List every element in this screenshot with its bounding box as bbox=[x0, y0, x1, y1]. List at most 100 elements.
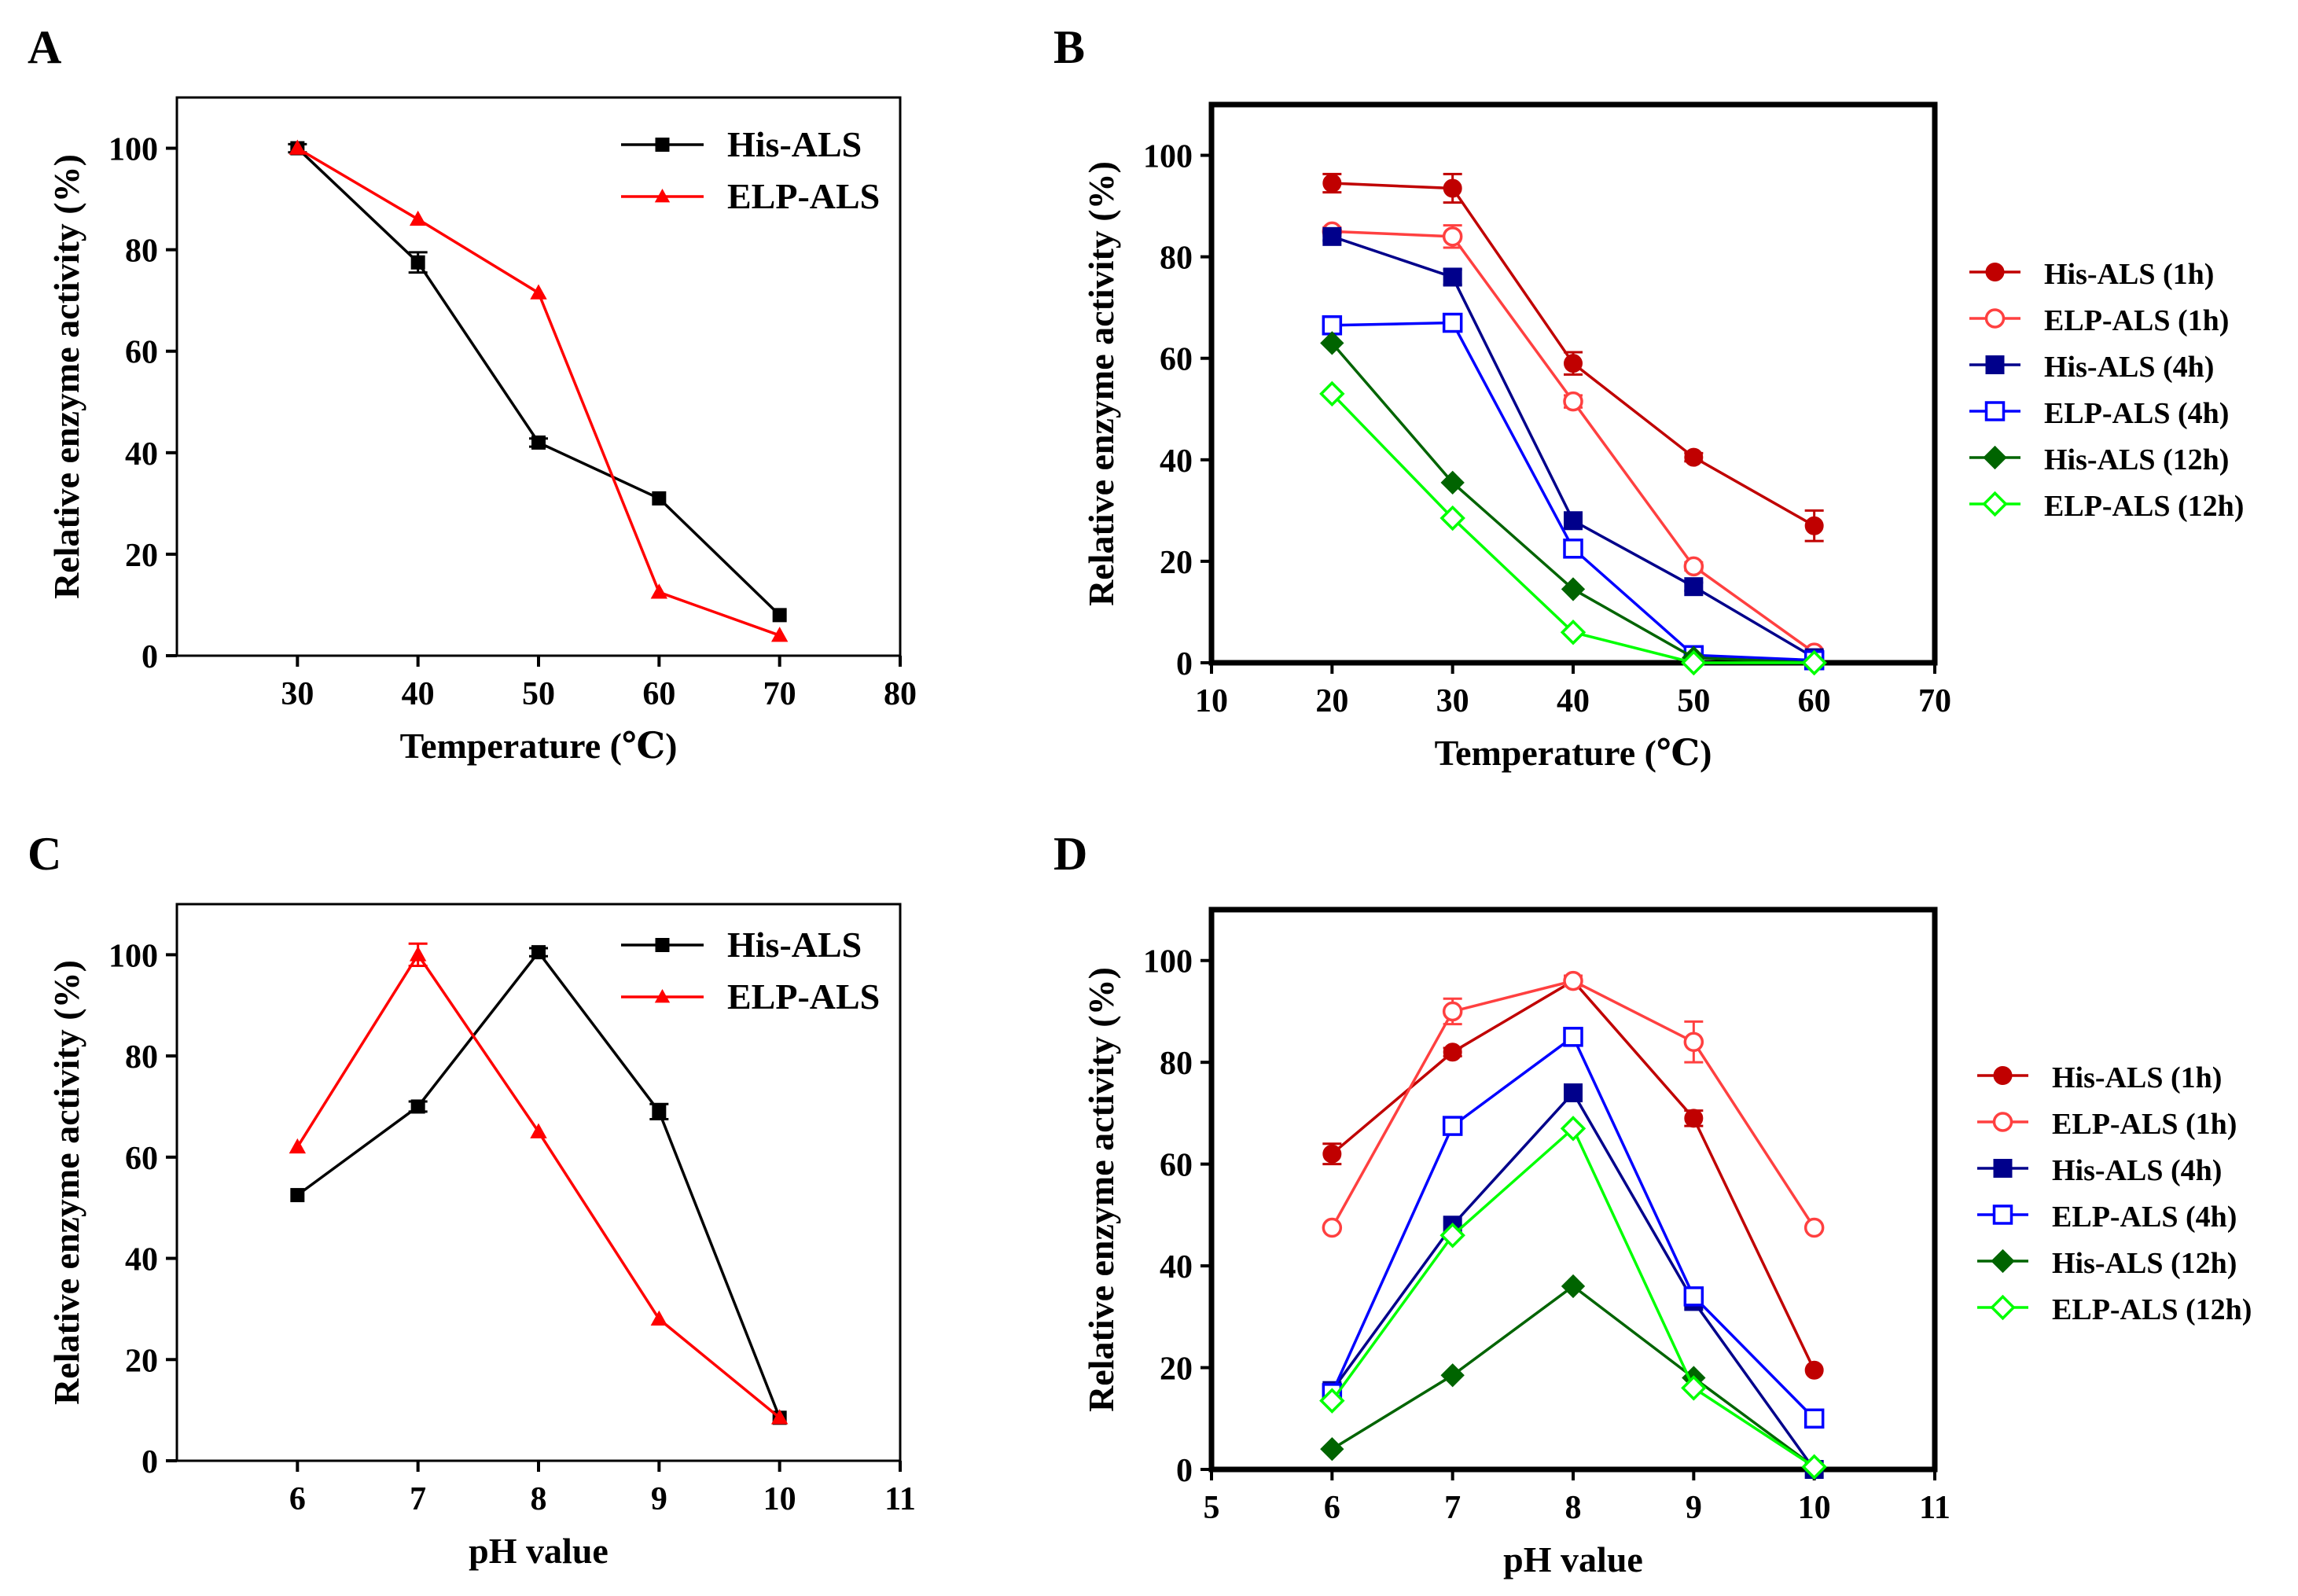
panel-a-series-2 bbox=[289, 139, 789, 642]
panel-d-xtick-label: 6 bbox=[1324, 1490, 1340, 1526]
panel-b-xtick-label: 30 bbox=[1436, 683, 1469, 719]
panel-a-xtick-label: 40 bbox=[402, 676, 435, 712]
panel-d-data-point bbox=[1804, 1360, 1824, 1380]
panel-d-data-point bbox=[1563, 1027, 1583, 1047]
panel-d-series-5 bbox=[1320, 1274, 1826, 1479]
panel-a-legend-marker bbox=[654, 188, 671, 203]
panel-d-x-axis-title: pH value bbox=[1503, 1539, 1643, 1579]
panel-b-data-point bbox=[1561, 577, 1586, 601]
panel-b-series-1 bbox=[1322, 172, 1824, 542]
panel-d-data-point bbox=[1319, 1388, 1345, 1414]
panel-c-data-point bbox=[530, 1123, 547, 1138]
panel-d-legend: His-ALS (1h) ELP-ALS (1h) His-ALS (4h) ELP-… bbox=[1977, 1061, 2252, 1326]
panel-a-data-point bbox=[770, 627, 789, 642]
panel-d-legend-label: His-ALS (12h) bbox=[2052, 1247, 2237, 1280]
panel-d-data-point bbox=[1561, 1274, 1586, 1299]
panel-a-ytick-label: 40 bbox=[125, 436, 158, 473]
panel-b-chart: B 0 20 40 60 80 100 10 20 30 40 50 60 70 Temperature (… bbox=[1053, 21, 2244, 773]
panel-b-legend-label: ELP-ALS (1h) bbox=[2044, 304, 2229, 337]
panel-d-ytick-label: 60 bbox=[1160, 1148, 1193, 1184]
panel-d-legend-marker bbox=[1993, 1066, 2013, 1085]
panel-b-legend-marker bbox=[1985, 263, 2005, 281]
panel-a-series-line bbox=[296, 147, 781, 637]
panel-a-data-point bbox=[652, 491, 667, 506]
panel-b-legend: His-ALS (1h) ELP-ALS (1h) His-ALS (4h) ELP-… bbox=[1969, 258, 2244, 523]
panel-a-data-point bbox=[410, 255, 425, 270]
panel-d-data-point bbox=[1322, 1144, 1342, 1164]
panel-a-ytick-label: 60 bbox=[125, 335, 158, 371]
panel-a-xtick-label: 80 bbox=[884, 676, 917, 712]
panel-c-legend-marker bbox=[654, 988, 671, 1003]
panel-d-data-point bbox=[1442, 1116, 1463, 1136]
panel-d-legend-label: ELP-ALS (4h) bbox=[2052, 1201, 2237, 1234]
panel-d-data-point bbox=[1683, 1032, 1704, 1053]
panel-b-legend-label: His-ALS (4h) bbox=[2044, 351, 2214, 384]
panel-b-x-axis-title: Temperature (℃) bbox=[1435, 733, 1712, 773]
panel-b-data-point bbox=[1564, 354, 1583, 373]
panel-b-data-point bbox=[1440, 470, 1465, 495]
panel-d-y-axis-title: Relative enzyme activity (%) bbox=[1081, 967, 1121, 1412]
panel-c-xtick-label: 6 bbox=[289, 1481, 306, 1517]
panel-a-legend-label: His-ALS bbox=[727, 124, 862, 164]
panel-d-ytick-label: 40 bbox=[1160, 1249, 1193, 1285]
panel-d-data-point bbox=[1322, 1217, 1343, 1238]
panel-c-legend: His-ALS ELP-ALS bbox=[621, 925, 880, 1017]
panel-d-data-point bbox=[1320, 1436, 1344, 1462]
panel-c-data-point bbox=[290, 1188, 305, 1203]
panel-a-legend-label: ELP-ALS bbox=[727, 176, 880, 216]
panel-b-legend-marker bbox=[1984, 308, 2006, 329]
panel-b-data-point bbox=[1322, 174, 1342, 193]
panel-d-legend-marker bbox=[1992, 1112, 2013, 1132]
panel-b-data-point bbox=[1320, 331, 1344, 355]
panel-a-letter: A bbox=[28, 21, 61, 73]
panel-c-series-2 bbox=[289, 942, 789, 1425]
panel-c-x-axis-title: pH value bbox=[469, 1531, 609, 1571]
panel-c-data-point bbox=[650, 1310, 668, 1326]
panel-b-data-point bbox=[1683, 556, 1704, 577]
panel-c-xtick-label: 7 bbox=[410, 1481, 426, 1517]
panel-d-plot-frame bbox=[1208, 906, 1938, 1473]
panel-a-x-axis-title: Temperature (℃) bbox=[400, 726, 678, 766]
panel-c-legend-marker bbox=[655, 938, 670, 952]
panel-c-data-point bbox=[409, 946, 427, 962]
panel-b-data-point bbox=[1560, 620, 1587, 645]
panel-d-data-point bbox=[1560, 1116, 1587, 1142]
panel-a-xtick-label: 70 bbox=[763, 676, 796, 712]
panel-b-data-point bbox=[1684, 577, 1704, 597]
panel-b-data-point bbox=[1684, 447, 1704, 467]
panel-d-data-point bbox=[1439, 1223, 1465, 1248]
panel-a-xtick-label: 60 bbox=[642, 676, 675, 712]
panel-d-xtick-label: 11 bbox=[1919, 1490, 1951, 1526]
panel-b-data-point bbox=[1442, 312, 1463, 333]
panel-c-letter: C bbox=[28, 828, 61, 880]
panel-d-data-point bbox=[1440, 1363, 1465, 1388]
panel-d-ytick-label: 20 bbox=[1160, 1351, 1193, 1388]
panel-c-ytick-label: 0 bbox=[142, 1444, 158, 1480]
panel-a-xtick-label: 50 bbox=[522, 676, 555, 712]
panel-a-y-axis-title: Relative enzyme activity (%) bbox=[46, 154, 86, 599]
panel-b-y-axis-title: Relative enzyme activity (%) bbox=[1081, 161, 1121, 606]
panel-d-ytick-label: 80 bbox=[1160, 1046, 1193, 1082]
panel-c-series-line bbox=[296, 952, 781, 1419]
panel-b-data-point bbox=[1681, 649, 1707, 676]
panel-b-data-point bbox=[1439, 505, 1465, 531]
panel-c-series-1 bbox=[290, 945, 787, 1425]
panel-c-data-point bbox=[652, 1104, 667, 1119]
panel-b-xtick-label: 10 bbox=[1195, 683, 1228, 719]
panel-b-legend-label: His-ALS (1h) bbox=[2044, 258, 2214, 291]
panel-d-series-line bbox=[1330, 979, 1816, 1229]
panel-c-y-axis-title: Relative enzyme activity (%) bbox=[46, 960, 86, 1405]
panel-d-legend-label: His-ALS (4h) bbox=[2052, 1154, 2222, 1187]
panel-a-data-point bbox=[650, 583, 668, 599]
panel-d-legend-marker bbox=[1991, 1248, 2015, 1274]
panel-c-data-point bbox=[770, 1409, 789, 1425]
panel-d-legend-label: His-ALS (1h) bbox=[2052, 1061, 2222, 1094]
panel-b-letter: B bbox=[1053, 21, 1085, 73]
panel-a-data-point bbox=[289, 139, 307, 155]
panel-b-ytick-label: 80 bbox=[1160, 241, 1193, 277]
panel-a-legend: His-ALS ELP-ALS bbox=[621, 124, 880, 216]
panel-b-legend-marker bbox=[1982, 491, 2008, 517]
panel-d-ytick-label: 100 bbox=[1143, 944, 1193, 980]
panel-d-chart: D 0 20 40 60 80 100 5 6 7 8 9 10 11 pH value Relative e… bbox=[1053, 828, 2252, 1579]
panel-d-series-6 bbox=[1319, 1116, 1827, 1480]
